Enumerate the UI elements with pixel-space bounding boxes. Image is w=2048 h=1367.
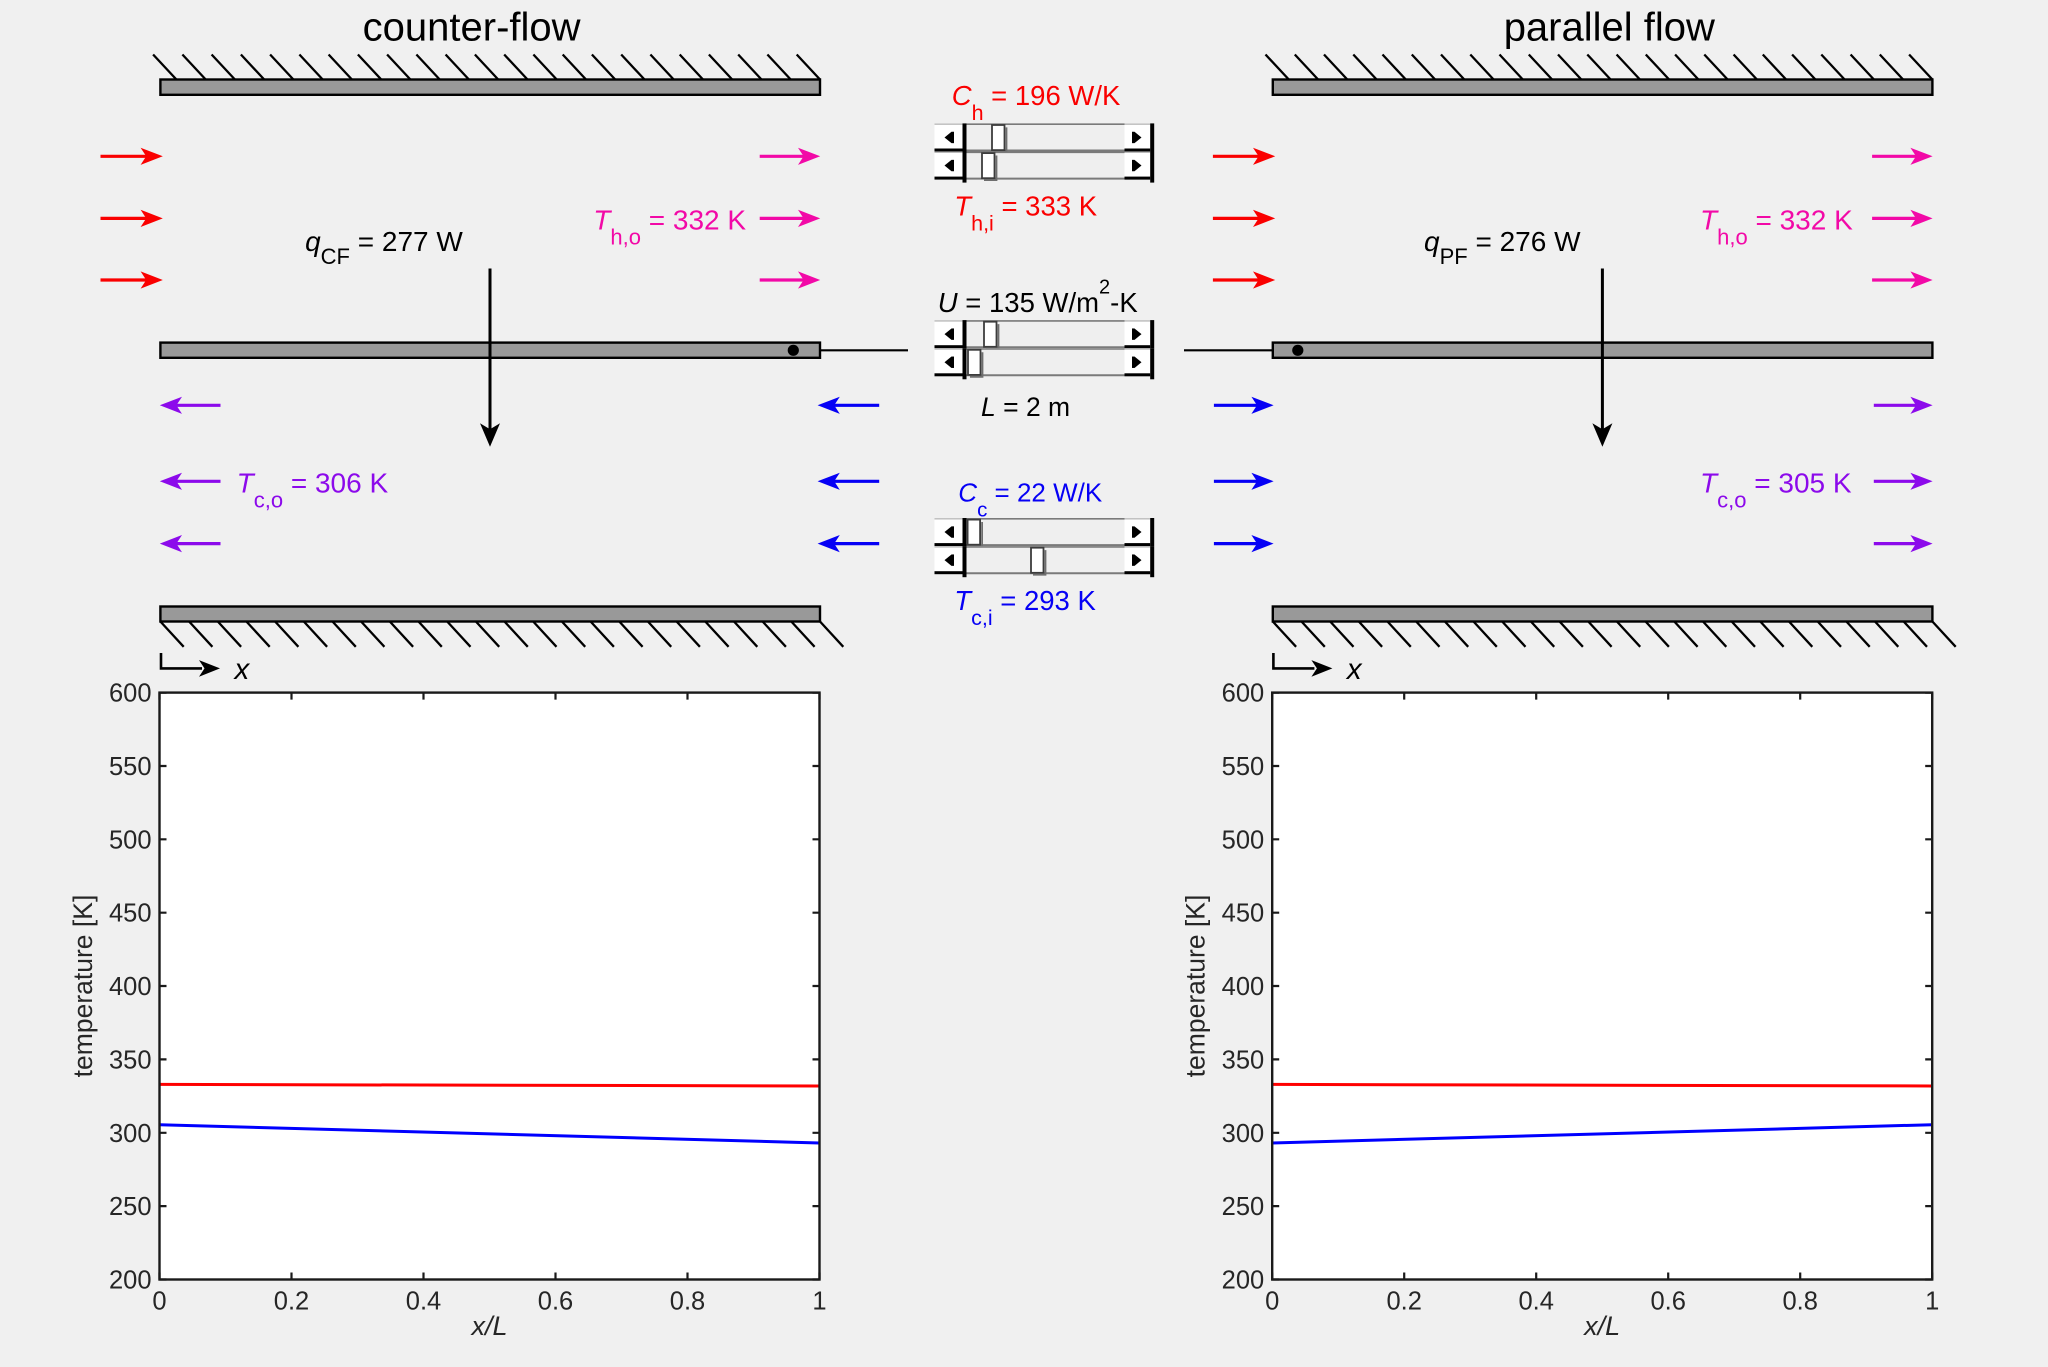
svg-text:0: 0 [1265,1288,1279,1316]
svg-text:200: 200 [1222,1267,1265,1295]
svg-text:L = 2 m: L = 2 m [981,392,1070,422]
svg-text:Th,o = 332 K: Th,o = 332 K [593,205,746,250]
svg-text:250: 250 [1222,1193,1265,1221]
svg-text:200: 200 [109,1267,152,1295]
svg-text:temperature [K]: temperature [K] [1181,895,1211,1078]
svg-text:temperature [K]: temperature [K] [68,895,98,1078]
svg-text:0.8: 0.8 [1782,1288,1817,1316]
svg-text:x/L: x/L [1582,1311,1620,1341]
svg-text:Tc,o = 306 K: Tc,o = 306 K [237,468,389,513]
svg-text:U = 135 W/m2-K: U = 135 W/m2-K [938,276,1139,318]
svg-text:0.2: 0.2 [274,1288,309,1316]
svg-text:parallel flow: parallel flow [1504,6,1715,50]
svg-text:Tc,o = 305 K: Tc,o = 305 K [1700,468,1852,513]
svg-text:300: 300 [109,1120,152,1148]
svg-text:0.4: 0.4 [1518,1288,1553,1316]
svg-text:Th,i = 333 K: Th,i = 333 K [954,191,1097,236]
svg-text:250: 250 [109,1193,152,1221]
svg-text:500: 500 [1222,826,1265,854]
svg-text:counter-flow: counter-flow [363,6,581,50]
svg-text:x: x [1345,653,1363,686]
svg-text:500: 500 [109,826,152,854]
svg-text:0.2: 0.2 [1386,1288,1421,1316]
svg-text:qPF = 276 W: qPF = 276 W [1424,226,1581,269]
svg-text:300: 300 [1222,1120,1265,1148]
svg-text:x: x [233,653,251,686]
svg-text:0.6: 0.6 [1650,1288,1685,1316]
svg-text:Ch = 196 W/K: Ch = 196 W/K [952,80,1121,125]
svg-text:Th,o = 332 K: Th,o = 332 K [1700,205,1853,250]
svg-text:450: 450 [1222,900,1265,928]
svg-text:Tc,i = 293 K: Tc,i = 293 K [954,585,1096,630]
svg-text:400: 400 [109,973,152,1001]
svg-text:1: 1 [812,1288,826,1316]
svg-text:350: 350 [1222,1046,1265,1074]
svg-text:550: 550 [1222,753,1265,781]
svg-text:350: 350 [109,1046,152,1074]
svg-text:qCF = 277 W: qCF = 277 W [305,226,463,269]
svg-text:600: 600 [1222,680,1265,708]
svg-text:0.4: 0.4 [406,1288,441,1316]
svg-text:x/L: x/L [469,1311,507,1341]
svg-text:600: 600 [109,680,152,708]
svg-text:1: 1 [1925,1288,1939,1316]
svg-text:450: 450 [109,900,152,928]
svg-text:0.6: 0.6 [538,1288,573,1316]
svg-text:0.8: 0.8 [670,1288,705,1316]
svg-text:0: 0 [152,1288,166,1316]
svg-text:400: 400 [1222,973,1265,1001]
svg-text:550: 550 [109,753,152,781]
svg-text:Cc = 22 W/K: Cc = 22 W/K [958,477,1103,521]
